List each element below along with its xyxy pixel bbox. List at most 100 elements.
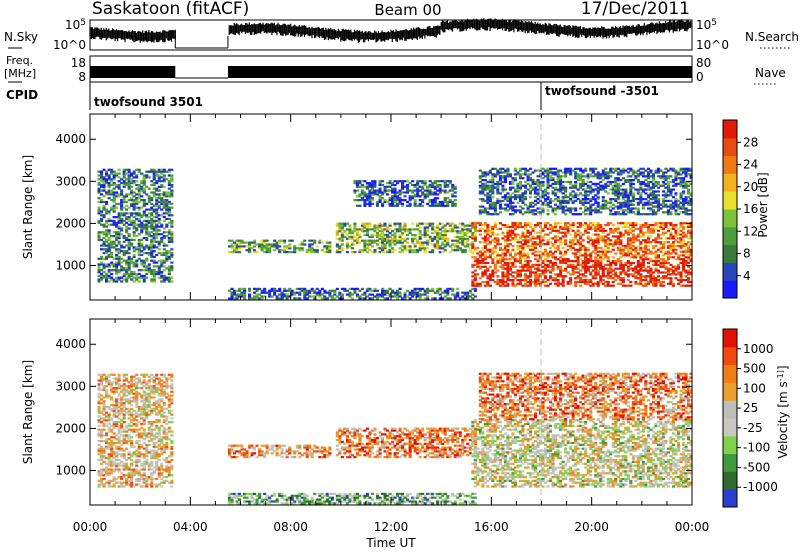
heatmap-cell bbox=[100, 212, 103, 214]
heatmap-cell bbox=[521, 245, 524, 247]
heatmap-cell bbox=[489, 194, 492, 196]
heatmap-cell bbox=[424, 197, 427, 199]
heatmap-cell bbox=[632, 241, 635, 243]
heatmap-cell bbox=[371, 236, 374, 238]
heatmap-cell bbox=[564, 251, 567, 253]
heatmap-cell bbox=[532, 202, 535, 204]
heatmap-cell bbox=[98, 237, 101, 239]
heatmap-cell bbox=[524, 198, 527, 200]
heatmap-cell bbox=[421, 243, 424, 245]
heatmap-cell bbox=[130, 243, 133, 245]
heatmap-cell bbox=[444, 199, 447, 201]
heatmap-cell bbox=[491, 273, 494, 275]
heatmap-cell bbox=[298, 292, 301, 294]
heatmap-cell bbox=[120, 190, 123, 192]
heatmap-cell bbox=[529, 234, 532, 236]
heatmap-cell bbox=[562, 207, 565, 209]
heatmap-cell bbox=[572, 190, 575, 192]
heatmap-cell bbox=[133, 233, 136, 235]
heatmap-cell bbox=[569, 183, 572, 185]
heatmap-cell bbox=[511, 256, 514, 258]
heatmap-cell bbox=[647, 237, 650, 239]
heatmap-cell bbox=[115, 273, 118, 275]
heatmap-cell bbox=[143, 178, 146, 180]
heatmap-cell bbox=[654, 262, 657, 264]
heatmap-cell bbox=[672, 256, 675, 258]
heatmap-cell bbox=[682, 232, 685, 234]
heatmap-cell bbox=[168, 258, 171, 260]
heatmap-cell bbox=[394, 243, 397, 245]
heatmap-cell bbox=[351, 238, 354, 240]
heatmap-cell bbox=[481, 275, 484, 277]
heatmap-cell bbox=[135, 203, 138, 205]
heatmap-cell bbox=[589, 206, 592, 208]
heatmap-cell bbox=[288, 245, 291, 247]
heatmap-cell bbox=[248, 251, 251, 253]
heatmap-cell bbox=[336, 243, 339, 245]
heatmap-cell bbox=[594, 249, 597, 251]
heatmap-cell bbox=[662, 243, 665, 245]
heatmap-cell bbox=[160, 173, 163, 175]
heatmap-cell bbox=[168, 210, 171, 212]
heatmap-cell bbox=[401, 242, 404, 244]
heatmap-cell bbox=[499, 206, 502, 208]
heatmap-cell bbox=[537, 266, 540, 268]
heatmap-cell bbox=[552, 243, 555, 245]
heatmap-cell bbox=[597, 209, 600, 211]
heatmap-cell bbox=[123, 171, 126, 173]
heatmap-cell bbox=[609, 251, 612, 253]
heatmap-cell bbox=[128, 267, 131, 269]
heatmap-cell bbox=[303, 288, 306, 290]
heatmap-cell bbox=[579, 247, 582, 249]
heatmap-cell bbox=[521, 177, 524, 179]
heatmap-cell bbox=[160, 241, 163, 243]
heatmap-cell bbox=[597, 192, 600, 194]
heatmap-cell bbox=[494, 222, 497, 224]
heatmap-cell bbox=[557, 249, 560, 251]
heatmap-cell bbox=[288, 247, 291, 249]
heatmap-cell bbox=[674, 249, 677, 251]
heatmap-cell bbox=[125, 195, 128, 197]
heatmap-cell bbox=[496, 189, 499, 191]
heatmap-cell bbox=[579, 177, 582, 179]
heatmap-cell bbox=[434, 182, 437, 184]
heatmap-cell bbox=[617, 211, 620, 213]
heatmap-cell bbox=[491, 260, 494, 262]
heatmap-cell bbox=[170, 248, 173, 250]
heatmap-cell bbox=[471, 271, 474, 273]
heatmap-cell bbox=[659, 207, 662, 209]
heatmap-cell bbox=[399, 197, 402, 199]
heatmap-cell bbox=[597, 196, 600, 198]
heatmap-cell bbox=[238, 251, 241, 253]
heatmap-cell bbox=[303, 295, 306, 297]
heatmap-cell bbox=[624, 189, 627, 191]
heatmap-cell bbox=[138, 258, 141, 260]
heatmap-cell bbox=[273, 292, 276, 294]
heatmap-cell bbox=[617, 198, 620, 200]
heatmap-cell bbox=[424, 294, 427, 296]
heatmap-cell bbox=[100, 220, 103, 222]
heatmap-cell bbox=[609, 264, 612, 266]
heatmap-cell bbox=[672, 285, 675, 287]
heatmap-cell bbox=[135, 279, 138, 281]
heatmap-cell bbox=[150, 243, 153, 245]
heatmap-cell bbox=[664, 260, 667, 262]
heatmap-cell bbox=[138, 201, 141, 203]
heatmap-cell bbox=[674, 224, 677, 226]
heatmap-cell bbox=[524, 279, 527, 281]
heatmap-cell bbox=[592, 171, 595, 173]
heatmap-cell bbox=[527, 254, 530, 256]
heatmap-cell bbox=[419, 249, 422, 251]
heatmap-cell bbox=[168, 188, 171, 190]
heatmap-cell bbox=[557, 230, 560, 232]
heatmap-cell bbox=[170, 233, 173, 235]
heatmap-cell bbox=[409, 199, 412, 201]
heatmap-cell bbox=[521, 247, 524, 249]
heatmap-cell bbox=[489, 266, 492, 268]
heatmap-cell bbox=[584, 222, 587, 224]
heatmap-cell bbox=[649, 171, 652, 173]
heatmap-cell bbox=[143, 248, 146, 250]
heatmap-cell bbox=[549, 175, 552, 177]
heatmap-cell bbox=[619, 185, 622, 187]
heatmap-cell bbox=[604, 206, 607, 208]
